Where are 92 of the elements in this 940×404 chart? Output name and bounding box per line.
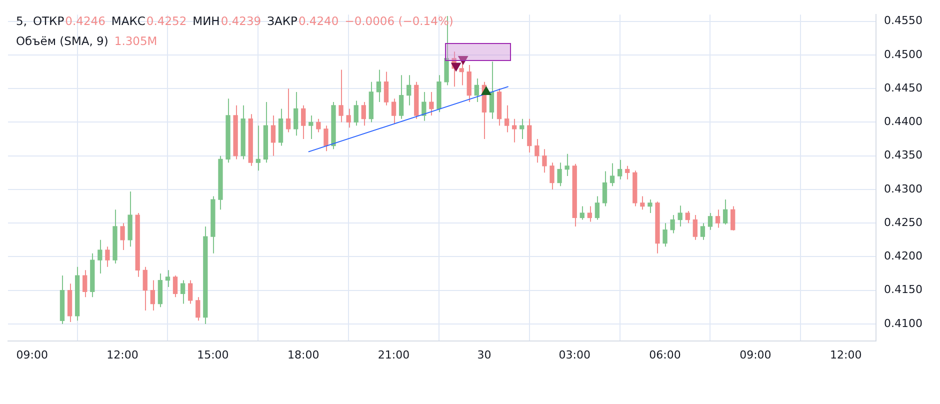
candlestick <box>150 280 155 312</box>
candlestick <box>692 214 698 240</box>
candlestick <box>602 170 608 207</box>
x-tick-label: 15:00 <box>197 348 229 362</box>
text: Объём (SMA, 9) <box>16 34 108 48</box>
candlestick <box>617 159 622 180</box>
x-tick-label: 09:00 <box>16 348 48 362</box>
candlestick <box>82 270 88 298</box>
candlestick <box>459 61 464 86</box>
candlestick <box>172 275 178 298</box>
candlestick <box>270 114 276 156</box>
y-tick-label: 0.4150 <box>884 283 922 296</box>
candlestick <box>384 71 389 106</box>
annotation: 0.4246 <box>65 14 106 28</box>
x-tick-label: 12:00 <box>830 348 862 362</box>
candlestick <box>685 210 690 224</box>
annotation: 0.4239 <box>220 14 262 28</box>
candlestick <box>580 206 584 220</box>
candlestick <box>196 296 200 322</box>
candlestick <box>308 114 314 140</box>
y-tick-label: 0.4350 <box>884 148 922 162</box>
candlestick <box>354 100 358 126</box>
candlestick <box>188 280 193 304</box>
y-tick-label: 0.4100 <box>884 316 922 330</box>
candlestick <box>564 153 570 177</box>
candlestick <box>730 206 736 231</box>
candlestick <box>625 165 630 180</box>
candlestick <box>398 74 404 120</box>
candlestick <box>542 148 547 174</box>
candlestick <box>98 239 102 274</box>
annotation: 1.305M <box>114 34 158 48</box>
candlestick <box>489 61 494 120</box>
x-tick-label: 18:00 <box>288 348 320 362</box>
y-tick-label: 0.4550 <box>884 14 922 28</box>
candlestick <box>376 69 382 103</box>
candlestick <box>700 222 706 240</box>
x-tick-label: 03:00 <box>558 348 590 362</box>
annotation: ОТКР <box>32 14 64 28</box>
candlestick <box>708 212 713 230</box>
candlestick <box>361 102 366 126</box>
candlestick <box>594 196 600 220</box>
candlestick <box>474 78 479 103</box>
candlestick <box>550 162 554 190</box>
x-tick-label: 21:00 <box>378 348 410 362</box>
candlestick <box>648 199 652 214</box>
chart-title: 5, <box>16 14 27 28</box>
x-tick-label: 09:00 <box>740 348 772 362</box>
candlestick <box>286 88 291 133</box>
candlestick <box>534 138 540 164</box>
annotation: 0.4252 <box>146 14 187 28</box>
candlestick <box>520 118 524 140</box>
candlestick <box>391 98 396 124</box>
candlestick <box>105 246 110 268</box>
candlestick <box>165 270 170 288</box>
candlestick <box>293 91 298 136</box>
y-tick-label: 0.4300 <box>884 182 922 196</box>
candlestick <box>527 118 532 153</box>
candlestick <box>346 108 351 128</box>
candlestick <box>422 91 426 122</box>
candlestick <box>610 162 615 187</box>
candlestick <box>715 209 720 228</box>
candlestick <box>670 214 675 234</box>
candlestick <box>256 125 260 172</box>
y-tick-label: 0.4400 <box>884 115 922 128</box>
y-tick-label: 0.4250 <box>884 216 922 229</box>
annotation: 0.4240 <box>298 14 339 28</box>
candlestick <box>722 199 728 225</box>
candlestick <box>429 91 434 116</box>
candlestick <box>557 162 562 187</box>
candlestick <box>316 118 321 133</box>
candlestick <box>180 280 186 304</box>
candlestick <box>142 266 148 312</box>
candlestick <box>512 118 517 143</box>
candlestick <box>504 104 510 133</box>
candlestick <box>662 222 668 248</box>
candlestick <box>301 104 306 140</box>
y-tick-label: 0.4500 <box>884 48 922 61</box>
x-tick-label: 30 <box>477 348 492 362</box>
candlestick <box>120 222 125 250</box>
candlestick <box>338 69 344 123</box>
candlestick <box>640 196 645 210</box>
annotation: МИН <box>192 14 220 28</box>
annotation: ЗАКР <box>267 14 298 28</box>
candlestick <box>406 74 412 106</box>
x-tick-label: 06:00 <box>649 348 681 362</box>
y-tick-label: 0.4450 <box>884 81 922 94</box>
annotation: МАКС <box>111 14 146 28</box>
y-tick-label: 0.4200 <box>884 250 922 263</box>
candlestick <box>324 125 328 152</box>
x-tick-label: 12:00 <box>106 348 138 362</box>
candlestick <box>678 205 682 227</box>
candlestick <box>587 206 592 222</box>
